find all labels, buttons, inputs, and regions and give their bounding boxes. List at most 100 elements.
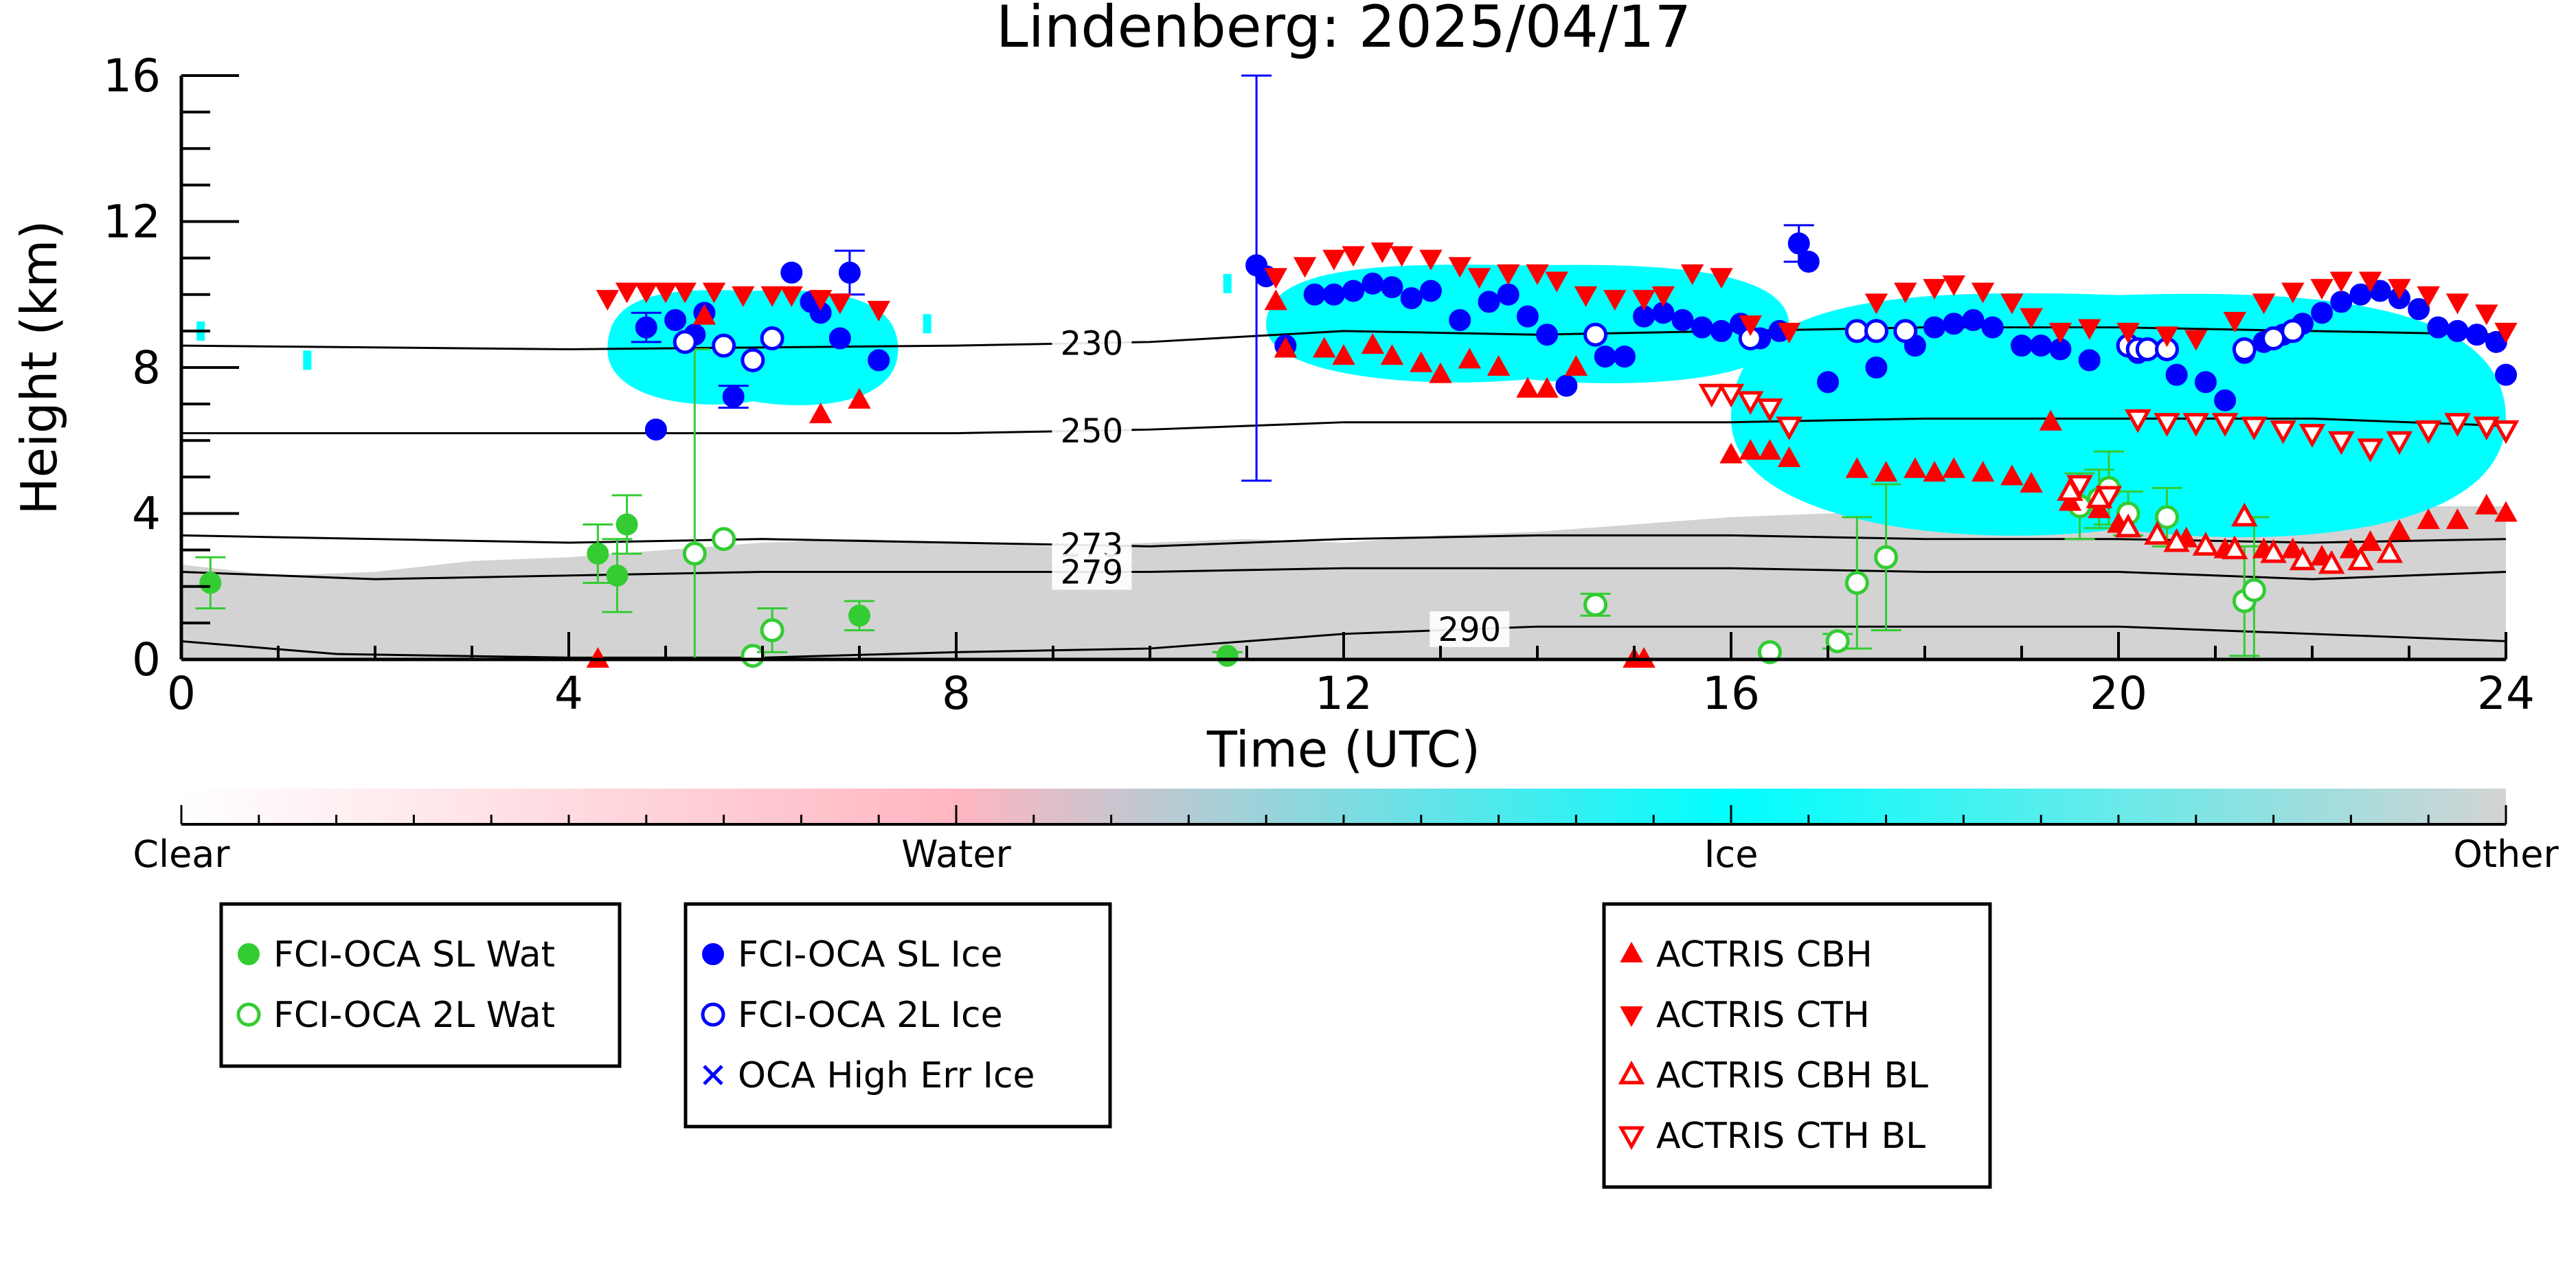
contour-label: 250 [1061,412,1124,451]
data-point [1419,249,1443,271]
data-point [2289,546,2316,571]
data-point [1400,287,1423,310]
data-point [2281,282,2305,304]
series-actris-cth [596,242,2518,351]
data-point [2252,293,2276,315]
data-point [2000,464,2024,486]
data-point [1757,640,1782,664]
data-point [1756,398,1783,422]
data-point [1777,322,1801,343]
contour-label: 230 [1061,324,1124,363]
data-point [1497,283,1519,306]
data-point [1274,337,1298,358]
data-point [2231,502,2258,527]
data-point [2124,409,2151,433]
data-point [1894,282,1917,304]
data-point [1342,280,1365,302]
data-point [2475,493,2498,515]
data-point [2214,389,2237,411]
data-point [1216,644,1239,667]
data-point [1671,308,1694,331]
data-point [2144,521,2171,545]
data-point [2318,550,2345,574]
data-point [2444,413,2471,437]
data-point [2339,537,2363,558]
x-tick-label: 12 [1315,667,1372,720]
data-point [1535,376,1559,398]
data-point [2270,420,2296,444]
data-point [1717,383,1745,408]
legend: FCI-OCA SL Wat FCI-OCA 2L Wat FCI-OCA SL I… [219,902,1992,1189]
y-tick-label: 0 [132,633,161,686]
data-point [2155,326,2179,348]
data-point [2182,413,2210,437]
data-point [1293,257,1317,278]
data-point [1613,346,1636,368]
legend-entry: ACTRIS CBH BL [1618,1055,1928,1096]
data-point [712,527,736,552]
legend-entry: ACTRIS CTH [1620,995,1870,1036]
data-point [673,330,697,354]
legend-symbol [238,943,260,965]
legend-label: FCI-OCA 2L Ice [738,995,1003,1036]
data-point [1449,308,1471,331]
series-fci-oca-sl-wat [195,494,1243,667]
legend-entry: ACTRIS CTH BL [1618,1116,1925,1157]
retrieval-markers [195,74,2520,668]
legend-symbol [1620,1006,1643,1028]
data-point [867,301,890,322]
legend-symbol [703,1065,723,1085]
data-point [2232,337,2257,361]
data-point [615,513,638,536]
data-point [1555,374,1578,397]
data-point [838,261,861,284]
data-point [2155,505,2179,530]
data-point [2328,431,2355,455]
contour-label-bg [1052,325,1132,361]
data-point [1478,291,1500,313]
data-point [1332,344,1355,365]
data-point [1844,319,1869,343]
data-point [2445,293,2470,315]
ice-class-speck [1223,273,1232,293]
data-point [615,282,639,304]
data-point [1583,322,1608,347]
series-actris-cbh-bl [2057,477,2404,574]
data-point [2192,532,2219,556]
legend-box [1602,902,1992,1189]
data-point [2048,322,2072,343]
data-point [2415,420,2442,444]
data-point [2417,286,2440,307]
legend-symbol [1618,1126,1645,1151]
x-tick-label: 16 [1702,667,1760,720]
data-point [606,564,629,587]
data-point [1410,351,1433,372]
data-point [1923,279,1946,300]
data-point [848,387,871,409]
data-point [1874,461,1898,482]
data-point [1322,249,1346,271]
legend-entry: FCI-OCA SL Ice [702,934,1003,975]
legend-symbol [702,943,724,965]
y-tick-label: 16 [103,49,161,102]
x-tick-label: 20 [2090,667,2147,720]
data-point [1313,337,1336,358]
data-point [2388,519,2411,541]
data-point [1545,271,1568,293]
contour-line [181,417,2506,435]
data-point [1526,264,1549,285]
data-point [2357,438,2384,463]
data-point [199,572,222,594]
data-point [2260,539,2287,563]
data-point [1971,282,1995,304]
contour-label-bg [1052,412,1132,449]
ice-class-speck [303,350,312,370]
data-point [1825,629,1850,653]
data-point [1942,275,1965,296]
data-point [2011,335,2033,357]
legend-label: FCI-OCA SL Wat [273,934,555,975]
data-point [2020,308,2043,329]
data-point [2473,416,2500,441]
